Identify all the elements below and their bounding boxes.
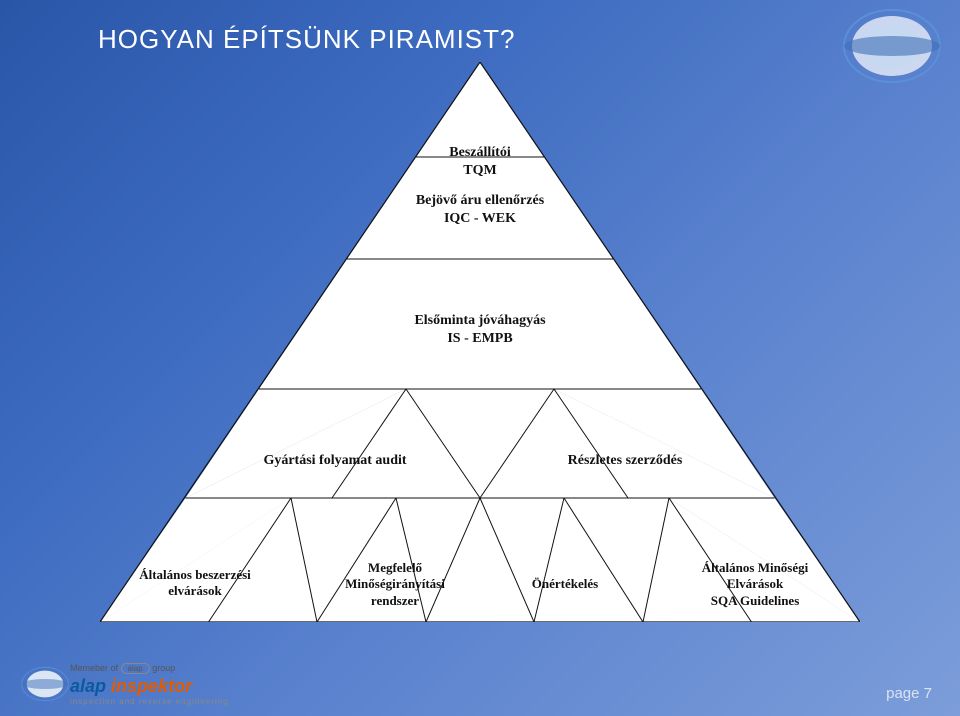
level2-label: Bejövő áru ellenőrzés IQC - WEK xyxy=(390,192,570,227)
level3-label: Elsőminta jóváhagyás IS - EMPB xyxy=(390,312,570,347)
level5-label-2: MegfelelőMinőségirányításirendszer xyxy=(310,560,480,609)
level5-label-4: Önértékelés xyxy=(500,576,630,592)
footer-logo: Memeber of alap group alap inspektor ins… xyxy=(20,663,240,706)
level4-label-left: Gyártási folyamat audit xyxy=(240,452,430,470)
page-title: HOGYAN ÉPÍTSÜNK PIRAMIST? xyxy=(98,24,515,55)
level5-label-6: Általános MinőségiElvárásokSQA Guideline… xyxy=(660,560,850,609)
level5-label-0: Általános beszerzésielvárások xyxy=(110,567,280,600)
pyramid-diagram: Beszállítói TQM Bejövő áru ellenőrzés IQ… xyxy=(100,62,860,622)
level4-label-right: Részletes szerződés xyxy=(530,452,720,470)
page-number: page 7 xyxy=(886,685,932,702)
level1-label: Beszállítói TQM xyxy=(410,144,550,179)
